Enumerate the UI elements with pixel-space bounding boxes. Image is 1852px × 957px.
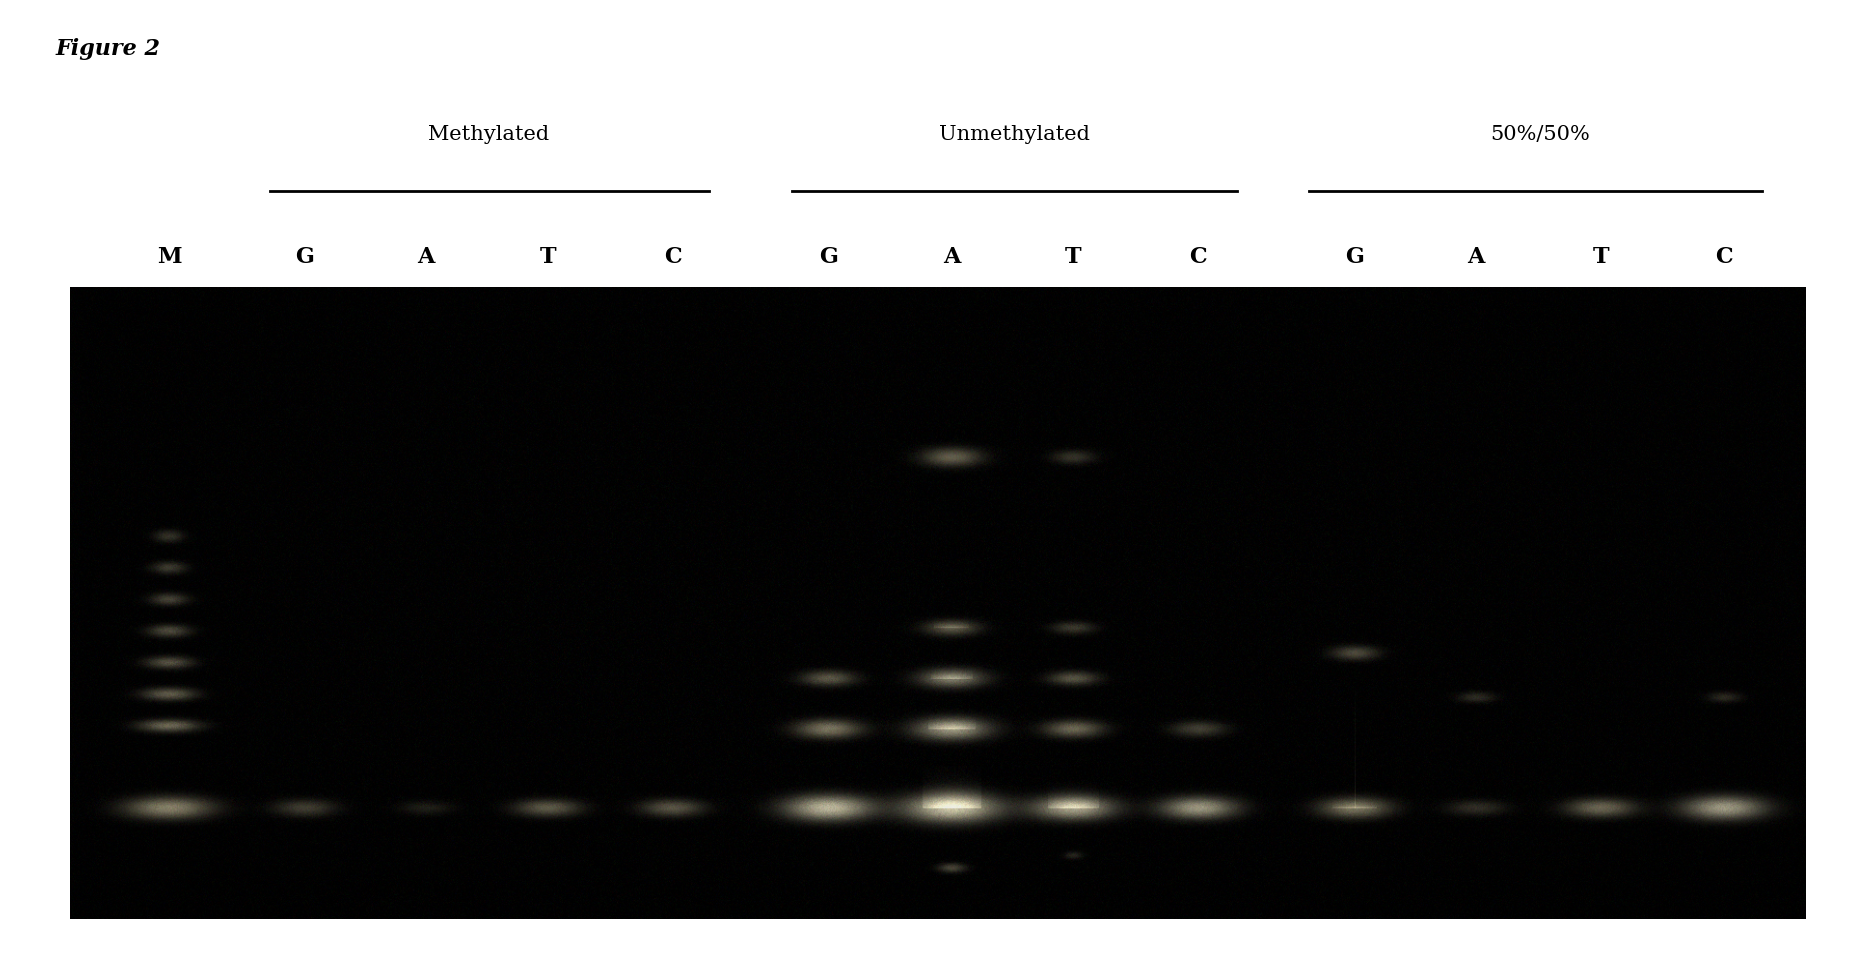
Text: Unmethylated: Unmethylated bbox=[939, 124, 1089, 144]
Text: 50%/50%: 50%/50% bbox=[1491, 124, 1591, 144]
Text: G: G bbox=[294, 246, 315, 268]
Text: G: G bbox=[819, 246, 839, 268]
Text: T: T bbox=[539, 246, 556, 268]
Text: C: C bbox=[1715, 246, 1733, 268]
Text: A: A bbox=[1467, 246, 1485, 268]
Text: A: A bbox=[417, 246, 435, 268]
Text: Figure 2: Figure 2 bbox=[56, 38, 161, 60]
Text: C: C bbox=[663, 246, 682, 268]
Text: Methylated: Methylated bbox=[428, 124, 550, 144]
Text: M: M bbox=[157, 246, 181, 268]
Text: C: C bbox=[1189, 246, 1208, 268]
Text: T: T bbox=[1065, 246, 1082, 268]
Text: T: T bbox=[1593, 246, 1609, 268]
Text: G: G bbox=[1345, 246, 1363, 268]
Text: A: A bbox=[943, 246, 961, 268]
